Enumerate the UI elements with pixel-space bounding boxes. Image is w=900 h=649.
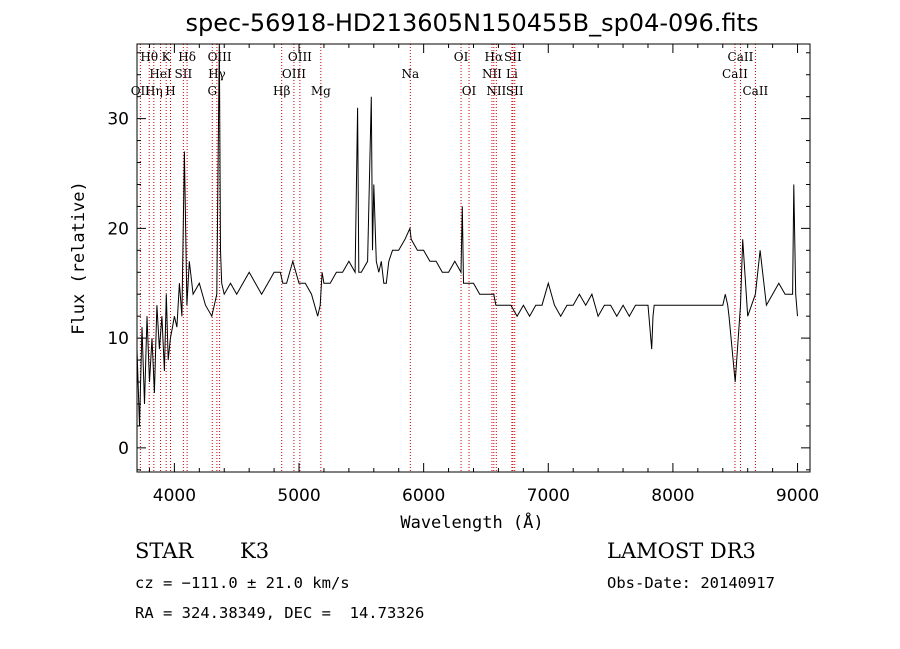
line-label-26: CaII (742, 84, 768, 98)
line-label-3: HeI (149, 67, 172, 81)
line-label-20: NII (486, 84, 506, 98)
line-label-8: G (207, 84, 217, 98)
x-axis: 4000 5000 6000 7000 8000 9000 (148, 44, 819, 506)
x-axis-label: Wavelength (Å) (400, 511, 543, 533)
line-label-2: Hη (145, 84, 163, 98)
observation-date: Obs-Date: 20140917 (607, 574, 775, 592)
plot-frame (136, 43, 811, 473)
line-label-15: Na (401, 67, 419, 81)
line-label-16: OI (454, 50, 469, 64)
line-label-21: Li (506, 67, 518, 81)
object-subclass: K3 (240, 539, 270, 563)
y-tick-label-0: 0 (118, 439, 129, 459)
line-label-25: CaII (728, 50, 754, 64)
line-label-24: CaII (722, 67, 748, 81)
line-label-23: SII (506, 84, 524, 98)
y-tick-label-30: 30 (107, 110, 129, 130)
line-label-13: OIII (288, 50, 312, 64)
x-tick-label-5000: 5000 (277, 486, 320, 506)
redshift-velocity: cz = −111.0 ± 21.0 km/s (135, 574, 350, 592)
line-label-19: Hα (485, 50, 504, 64)
x-tick-label-9000: 9000 (776, 486, 819, 506)
x-tick-label-4000: 4000 (153, 486, 196, 506)
object-class: STAR (135, 539, 194, 563)
line-label-7: Hδ (178, 50, 196, 64)
spectrum-line (137, 44, 798, 426)
x-tick-label-7000: 7000 (527, 486, 570, 506)
y-axis: 0 10 20 30 (107, 52, 810, 471)
line-label-5: SII (175, 67, 193, 81)
spectral-line-markers: OIIHθHηHeIKSIIHHδGOIIIHγHβOIIIOIIIMgNaOI… (131, 44, 769, 472)
y-tick-label-20: 20 (107, 219, 129, 239)
y-tick-label-10: 10 (107, 329, 129, 349)
line-label-17: OI (462, 84, 477, 98)
x-tick-label-6000: 6000 (402, 486, 445, 506)
y-axis-label: Flux (relative) (69, 181, 89, 335)
spectrum-layer (137, 44, 798, 426)
line-label-1: Hθ (140, 50, 158, 64)
line-label-4: K (162, 50, 172, 64)
survey-name: LAMOST DR3 (607, 539, 756, 563)
line-label-18: NII (482, 67, 502, 81)
line-label-0: OII (131, 84, 151, 98)
line-label-6: H (165, 84, 175, 98)
sky-coordinates: RA = 324.38349, DEC = 14.73326 (135, 604, 425, 622)
line-label-14: Mg (311, 84, 331, 98)
x-tick-label-8000: 8000 (651, 486, 694, 506)
line-label-11: Hβ (273, 84, 290, 98)
chart-title: spec-56918-HD213605N150455B_sp04-096.fit… (186, 9, 759, 37)
line-label-22: SII (504, 50, 522, 64)
line-label-12: OIII (282, 67, 306, 81)
line-label-10: Hγ (208, 67, 226, 81)
